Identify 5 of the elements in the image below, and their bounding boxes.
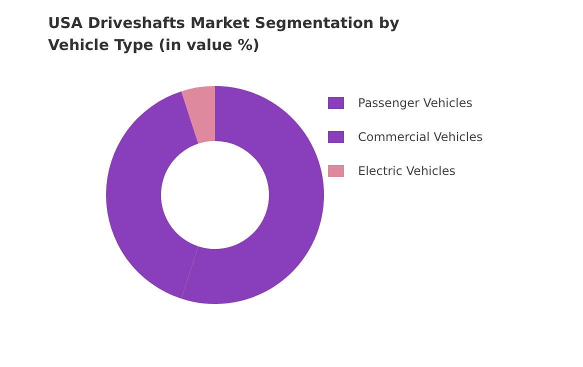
donut-slice — [181, 86, 215, 144]
chart-title: USA Driveshafts Market Segmentation by Vehicle Type (in value %) — [48, 13, 400, 56]
legend-label: Commercial Vehicles — [358, 130, 483, 144]
legend-label: Passenger Vehicles — [358, 96, 472, 110]
legend-label: Electric Vehicles — [358, 164, 456, 178]
